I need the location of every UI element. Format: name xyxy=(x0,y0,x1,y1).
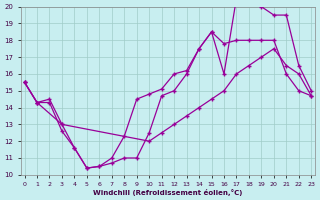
X-axis label: Windchill (Refroidissement éolien,°C): Windchill (Refroidissement éolien,°C) xyxy=(93,189,243,196)
